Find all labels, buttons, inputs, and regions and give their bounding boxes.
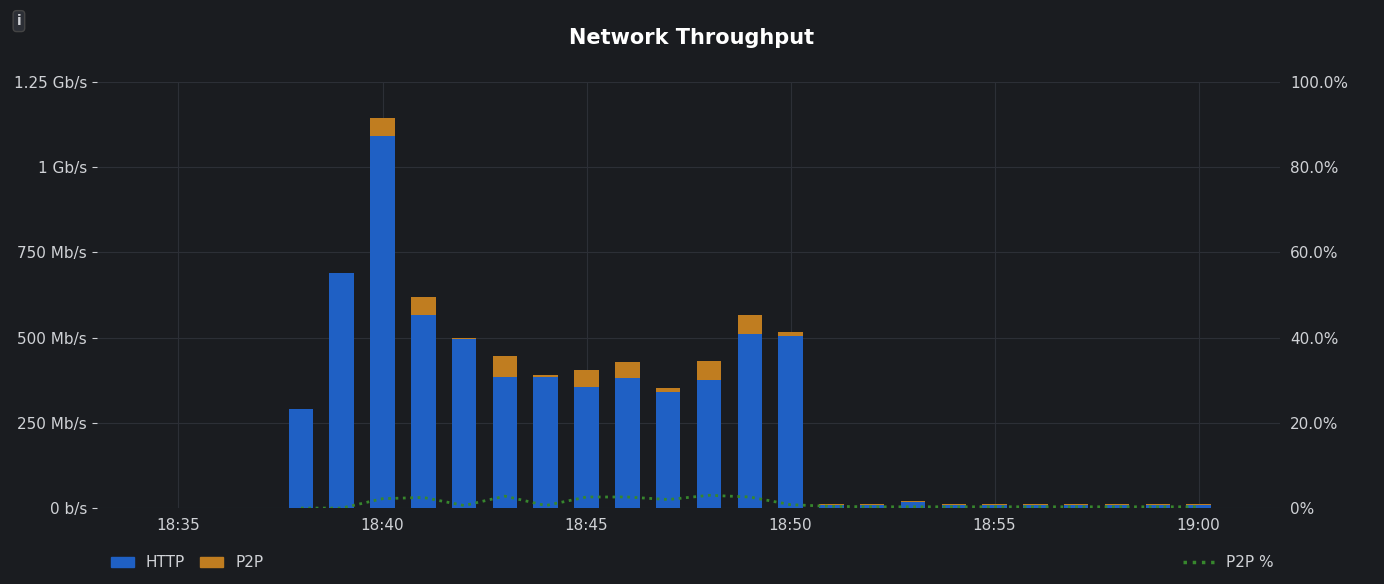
Bar [411, 297, 436, 315]
Bar [451, 339, 476, 508]
Bar [983, 505, 1006, 508]
P2P % [1109, 503, 1125, 510]
Bar [574, 387, 599, 508]
Bar [738, 334, 763, 508]
P2P % [905, 503, 922, 510]
Bar [451, 338, 476, 339]
P2P % [1068, 503, 1085, 510]
Bar [493, 377, 518, 508]
P2P % [292, 505, 309, 512]
P2P % [782, 501, 799, 508]
Bar [738, 315, 763, 334]
P2P % [1027, 503, 1044, 510]
Bar [533, 377, 558, 508]
P2P % [864, 503, 880, 510]
Bar [778, 336, 803, 508]
Bar [1023, 505, 1048, 508]
P2P % [455, 502, 472, 509]
Bar [901, 502, 925, 508]
Bar [656, 392, 681, 508]
Text: i: i [17, 14, 21, 28]
P2P % [823, 503, 840, 510]
P2P % [497, 493, 513, 500]
P2P % [579, 493, 595, 500]
P2P % [334, 505, 350, 512]
P2P % [742, 493, 758, 500]
P2P % [374, 495, 390, 502]
Legend: P2P %: P2P % [1176, 549, 1279, 576]
Bar [329, 273, 354, 508]
Bar [533, 375, 558, 377]
P2P % [537, 502, 554, 509]
Text: Network Throughput: Network Throughput [569, 28, 815, 48]
Bar [1104, 505, 1129, 508]
Bar [901, 501, 925, 502]
Bar [493, 356, 518, 377]
Bar [696, 361, 721, 380]
Bar [371, 136, 394, 508]
Bar [1064, 505, 1088, 508]
P2P % [660, 496, 677, 503]
P2P % [619, 493, 635, 500]
Bar [696, 380, 721, 508]
Bar [1146, 505, 1169, 508]
Bar [574, 370, 599, 387]
Bar [614, 378, 639, 508]
Legend: HTTP, P2P: HTTP, P2P [105, 549, 270, 576]
P2P % [1150, 503, 1167, 510]
P2P % [700, 492, 717, 499]
P2P % [1190, 503, 1207, 510]
Bar [1186, 505, 1211, 508]
Bar [614, 362, 639, 378]
P2P % [987, 503, 1003, 510]
Bar [289, 409, 313, 508]
P2P % [945, 503, 962, 510]
Bar [819, 505, 844, 508]
Bar [941, 505, 966, 508]
Bar [371, 117, 394, 136]
Bar [859, 505, 884, 508]
Line: P2P %: P2P % [300, 495, 1199, 508]
Bar [411, 315, 436, 508]
Bar [778, 332, 803, 336]
Bar [656, 388, 681, 392]
P2P % [415, 494, 432, 501]
